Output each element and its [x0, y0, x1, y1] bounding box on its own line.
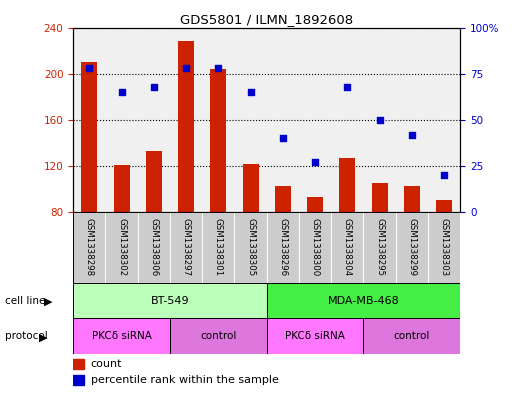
Text: PKCδ siRNA: PKCδ siRNA [92, 331, 152, 341]
Bar [307, 197, 323, 212]
Point [311, 159, 319, 165]
Text: GSM1338300: GSM1338300 [311, 218, 320, 276]
Bar [146, 151, 162, 212]
Point [150, 83, 158, 90]
Bar [275, 185, 291, 212]
Text: cell line: cell line [5, 296, 46, 306]
Bar [339, 158, 356, 212]
Text: ▶: ▶ [44, 297, 53, 307]
Point [85, 65, 94, 71]
Title: GDS5801 / ILMN_1892608: GDS5801 / ILMN_1892608 [180, 13, 354, 26]
Bar [210, 69, 226, 212]
Point [246, 89, 255, 95]
Text: protocol: protocol [5, 331, 48, 341]
Text: MDA-MB-468: MDA-MB-468 [327, 296, 400, 306]
Text: GSM1338296: GSM1338296 [278, 218, 287, 276]
Point [343, 83, 351, 90]
Bar [170, 318, 267, 354]
Bar [178, 41, 194, 212]
Bar [371, 184, 388, 212]
Point [182, 65, 190, 71]
Bar [404, 185, 420, 212]
Text: GSM1338298: GSM1338298 [85, 218, 94, 276]
Text: GSM1338306: GSM1338306 [150, 218, 158, 276]
Text: GSM1338295: GSM1338295 [375, 218, 384, 276]
Text: control: control [394, 331, 430, 341]
Text: count: count [90, 358, 122, 369]
Text: ▶: ▶ [39, 332, 48, 342]
Point [214, 65, 223, 71]
Text: percentile rank within the sample: percentile rank within the sample [90, 375, 279, 385]
Bar [363, 318, 460, 354]
Text: GSM1338299: GSM1338299 [407, 218, 416, 276]
Bar [73, 283, 267, 318]
Bar [73, 359, 84, 369]
Text: GSM1338297: GSM1338297 [181, 218, 190, 276]
Point [376, 117, 384, 123]
Bar [113, 165, 130, 212]
Text: GSM1338304: GSM1338304 [343, 218, 352, 276]
Text: GSM1338302: GSM1338302 [117, 218, 126, 276]
Bar [267, 283, 460, 318]
Text: GSM1338303: GSM1338303 [440, 218, 449, 276]
Point [117, 89, 126, 95]
Bar [436, 200, 452, 212]
Text: GSM1338305: GSM1338305 [246, 218, 255, 276]
Bar [243, 164, 259, 212]
Point [408, 132, 416, 138]
Text: control: control [200, 331, 236, 341]
Bar [73, 318, 170, 354]
Bar [81, 62, 97, 212]
Point [440, 172, 448, 178]
Point [279, 135, 287, 141]
Bar [267, 318, 363, 354]
Bar [73, 375, 84, 385]
Text: GSM1338301: GSM1338301 [214, 218, 223, 276]
Text: PKCδ siRNA: PKCδ siRNA [285, 331, 345, 341]
Text: BT-549: BT-549 [151, 296, 189, 306]
